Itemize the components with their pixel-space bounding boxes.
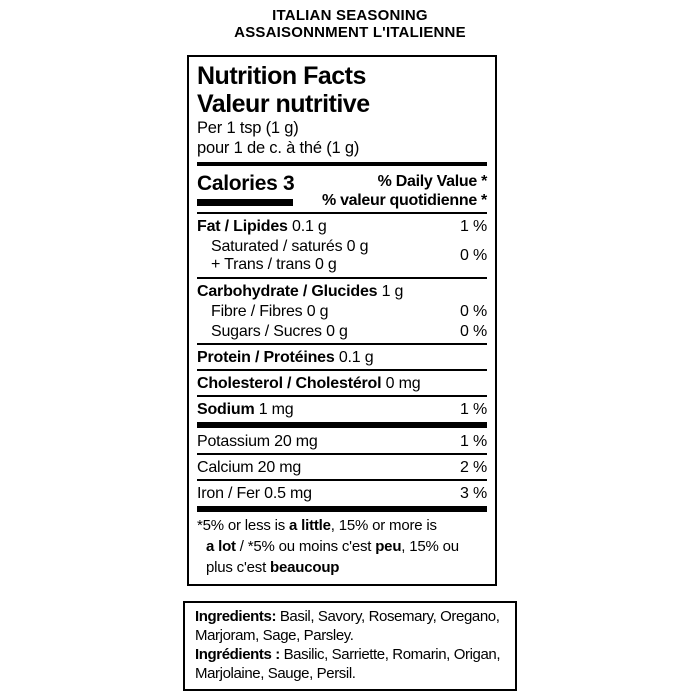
footnote-text: *5% or less is xyxy=(197,517,290,534)
nutrient-dv: 1 % xyxy=(460,217,487,235)
nutrient-amount: 0.1 g xyxy=(338,348,374,366)
nutrient-row-calcium: Calcium 20 mg 2 % xyxy=(197,457,487,477)
nutrient-dv: 1 % xyxy=(460,400,487,418)
calories-section: Calories 3 % Daily Value * % valeur quot… xyxy=(197,172,487,210)
footnote-text: plus c'est xyxy=(206,559,271,576)
nutrient-name: Cholesterol / Cholestérol 0 mg xyxy=(197,374,421,392)
nutrient-name-bold: Sodium xyxy=(197,400,255,418)
daily-value-header: % Daily Value * % valeur quotidienne * xyxy=(322,172,487,210)
serving-divider xyxy=(197,162,487,166)
serving-size-fr: pour 1 de c. à thé (1 g) xyxy=(197,139,360,157)
divider xyxy=(197,369,487,371)
nutrient-row-fibre: Fibre / Fibres 0 g 0 % xyxy=(197,301,487,321)
ingredients-panel: Ingredients: Basil, Savory, Rosemary, Or… xyxy=(183,601,517,691)
nutrient-name-bold: Protein / Protéines xyxy=(197,348,335,366)
footnote-line-3: plus c'est beaucoup xyxy=(197,557,487,578)
nutrient-name-bold: Carbohydrate / Glucides xyxy=(197,282,378,300)
calories-value: 3 xyxy=(283,172,295,195)
nutrient-row-carbohydrate: Carbohydrate / Glucides 1 g xyxy=(197,281,487,301)
nutrient-name: Fat / Lipides 0.1 g xyxy=(197,218,327,235)
nutrient-name: Protein / Protéines 0.1 g xyxy=(197,348,374,366)
nutrient-name-bold: Fat / Lipides xyxy=(197,217,288,235)
nutrient-amount: 1 mg xyxy=(258,400,294,418)
ingredients-text-en: Basil, Savory, Rosemary, Oregano, Marjor… xyxy=(195,608,500,644)
thick-divider xyxy=(197,506,487,512)
nutrient-name: Iron / Fer 0.5 mg xyxy=(197,484,312,502)
footnote-text: , 15% ou xyxy=(401,538,459,555)
divider xyxy=(197,277,487,279)
nutrient-row-sugars: Sugars / Sucres 0 g 0 % xyxy=(197,321,487,341)
ingredients-label-en: Ingredients: xyxy=(195,608,277,625)
nutrient-row-sodium: Sodium 1 mg 1 % xyxy=(197,399,487,419)
nutrition-facts-panel: Nutrition Facts Valeur nutritive Per 1 t… xyxy=(187,55,497,586)
footnote-text: / *5% ou moins c'est xyxy=(235,538,376,555)
nutrient-dv: 0 % xyxy=(460,302,487,320)
divider xyxy=(197,395,487,397)
nutrient-row-iron: Iron / Fer 0.5 mg 3 % xyxy=(197,483,487,503)
footnote-text: , 15% or more is xyxy=(330,517,437,534)
nutrient-subline-trans: + Trans / trans 0 g xyxy=(211,255,337,273)
daily-value-header-en: % Daily Value * xyxy=(377,173,488,190)
thick-divider xyxy=(197,422,487,428)
nutrient-name: Potassium 20 mg xyxy=(197,432,318,450)
ingredients-en: Ingredients: Basil, Savory, Rosemary, Or… xyxy=(195,607,505,645)
nutrient-name: Sodium 1 mg xyxy=(197,401,294,418)
daily-value-header-fr: % valeur quotidienne * xyxy=(322,192,487,209)
nutrient-row-fat: Fat / Lipides 0.1 g 1 % xyxy=(197,216,487,236)
nutrient-amount: 0.1 g xyxy=(292,217,327,235)
nutrient-dv: 0 % xyxy=(460,322,487,340)
footnote-bold: a little xyxy=(289,517,331,534)
nutrient-row-protein: Protein / Protéines 0.1 g xyxy=(197,347,487,367)
nutrient-dv: 1 % xyxy=(460,432,487,450)
divider xyxy=(197,212,487,214)
product-title: ITALIAN SEASONING ASSAISONNMENT L'ITALIE… xyxy=(0,7,700,41)
calories-label: Calories 3 xyxy=(197,172,295,196)
nutrient-name-bold: Cholesterol / Cholestérol xyxy=(197,374,382,392)
nutrient-subline-saturated: Saturated / saturés 0 g xyxy=(211,237,369,255)
ingredients-text-fr: Basilic, Sarriette, Romarin, Origan, Mar… xyxy=(195,646,501,682)
divider xyxy=(197,453,487,455)
nutrition-facts-title-fr: Valeur nutritive xyxy=(197,90,370,118)
ingredients-label-fr: Ingrédients : xyxy=(195,646,280,663)
nutrient-amount: 0 mg xyxy=(385,374,421,392)
footnote-bold: peu xyxy=(375,538,402,555)
footnote-line-1: *5% or less is a little, 15% or more is xyxy=(197,515,487,536)
nutrient-row-potassium: Potassium 20 mg 1 % xyxy=(197,431,487,451)
product-title-en: ITALIAN SEASONING xyxy=(272,7,428,24)
calories-block: Calories 3 xyxy=(197,172,295,206)
nutrient-row-cholesterol: Cholesterol / Cholestérol 0 mg xyxy=(197,373,487,393)
calories-underline-bar xyxy=(197,199,293,206)
nutrient-dv: 2 % xyxy=(460,458,487,476)
nutrient-dv: 3 % xyxy=(460,484,487,502)
nutrient-name: Sugars / Sucres 0 g xyxy=(211,322,348,340)
nutrition-facts-title-en: Nutrition Facts xyxy=(197,62,366,90)
calories-word: Calories xyxy=(197,172,278,195)
serving-size-en: Per 1 tsp (1 g) xyxy=(197,119,299,137)
nutrient-name: Carbohydrate / Glucides 1 g xyxy=(197,283,403,300)
ingredients-fr: Ingrédients : Basilic, Sarriette, Romari… xyxy=(195,645,505,683)
footnote-bold: a lot xyxy=(206,538,236,555)
product-title-fr: ASSAISONNMENT L'ITALIENNE xyxy=(234,24,466,41)
nutrient-row-saturated-trans: Saturated / saturés 0 g + Trans / trans … xyxy=(197,236,487,275)
nutrient-amount: 1 g xyxy=(381,282,404,300)
daily-value-footnote: *5% or less is a little, 15% or more is … xyxy=(197,515,487,578)
divider xyxy=(197,343,487,345)
nutrient-dv: 0 % xyxy=(460,247,487,264)
divider xyxy=(197,479,487,481)
nutrient-name: Fibre / Fibres 0 g xyxy=(211,302,329,320)
nutrient-name: Calcium 20 mg xyxy=(197,458,302,476)
footnote-line-2: a lot / *5% ou moins c'est peu, 15% ou xyxy=(197,536,487,557)
footnote-bold: beaucoup xyxy=(270,559,340,576)
nutrient-sublines: Saturated / saturés 0 g + Trans / trans … xyxy=(197,238,368,274)
